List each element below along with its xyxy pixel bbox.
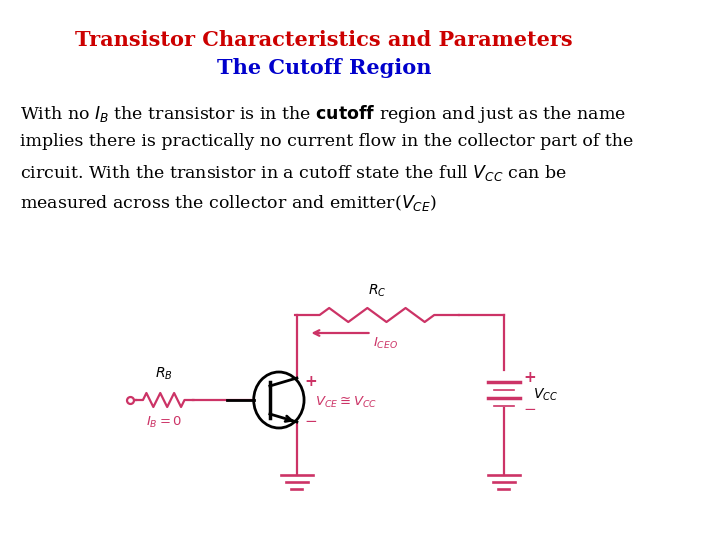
Text: measured across the collector and emitter($V_{CE}$): measured across the collector and emitte… <box>19 193 437 213</box>
Text: Transistor Characteristics and Parameters: Transistor Characteristics and Parameter… <box>75 30 572 50</box>
Text: With no $I_B$ the transistor is in the $\mathbf{cutoff}$ region and just as the : With no $I_B$ the transistor is in the $… <box>19 103 626 125</box>
Text: $V_{CC}$: $V_{CC}$ <box>533 387 557 403</box>
Text: $I_{CEO}$: $I_{CEO}$ <box>374 336 398 351</box>
Text: +: + <box>304 375 317 389</box>
Text: +: + <box>523 370 536 386</box>
Text: $R_C$: $R_C$ <box>368 282 386 299</box>
Text: The Cutoff Region: The Cutoff Region <box>217 58 431 78</box>
Text: $V_{CE} \cong V_{CC}$: $V_{CE} \cong V_{CC}$ <box>315 394 377 409</box>
Text: implies there is practically no current flow in the collector part of the: implies there is practically no current … <box>19 133 633 150</box>
Text: −: − <box>304 415 317 429</box>
Text: $R_B$: $R_B$ <box>155 366 173 382</box>
Text: circuit. With the transistor in a cutoff state the full $V_{CC}$ can be: circuit. With the transistor in a cutoff… <box>19 163 567 183</box>
Text: $I_B = 0$: $I_B = 0$ <box>145 415 182 430</box>
Text: −: − <box>523 402 536 417</box>
